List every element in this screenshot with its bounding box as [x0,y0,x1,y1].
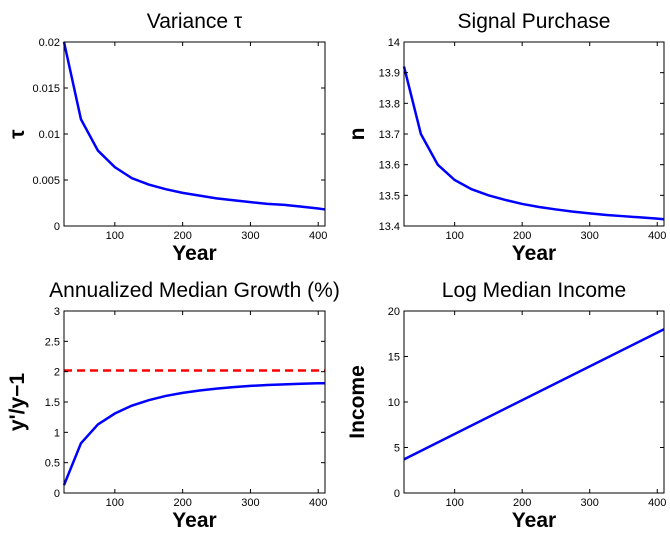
median-income-ytick-label: 20 [388,306,400,318]
signal-purchase-xtick-label: 300 [581,230,599,242]
median-income-xlabel: Year [512,509,556,532]
variance-ytick-label: 0.015 [32,83,60,95]
median-growth-ytick-label: 0 [54,488,60,500]
signal-purchase-ytick-label: 13.5 [379,190,400,202]
variance-axes-box [63,41,326,227]
median-growth-ytick-label: 1 [54,427,60,439]
median-growth-xlabel: Year [172,509,216,532]
signal-purchase-ytick-label: 13.9 [379,68,400,80]
signal-purchase-ytick-label: 13.7 [379,129,400,141]
median-income-title: Log Median Income [442,279,626,302]
median-growth-ytick-label: 0.5 [45,458,60,470]
median-growth-xtick-label: 100 [106,497,124,509]
signal-purchase-ytick-label: 14 [388,37,400,49]
variance-title: Variance τ [147,10,243,33]
signal-purchase-series-line-0 [402,66,665,221]
median-income-ytick-label: 15 [388,352,400,364]
signal-purchase-xtick-label: 200 [513,230,531,242]
variance-xlabel: Year [172,242,216,265]
median-income-ytick-label: 10 [388,397,400,409]
signal-purchase-ytick-label: 13.6 [379,160,400,172]
median-income-ylabel: Income [346,365,369,439]
signal-purchase-title: Signal Purchase [458,10,611,33]
signal-purchase-ytick-label: 13.4 [379,221,400,233]
median-growth-title: Annualized Median Growth (%) [49,279,340,302]
variance-ytick-label: 0.005 [32,175,60,187]
signal-purchase-xtick-label: 100 [445,230,463,242]
median-growth-axes-box [63,310,326,494]
variance-series-line-0 [62,41,326,211]
signal-purchase-panel: 100 200 300 400 13.4 13.5 13.6 13.7 13.8 13.9 14 Si… [346,10,666,265]
variance-panel: 100 200 300 400 0 0.005 0.01 0.015 0.02 Variance … [6,10,327,265]
variance-ytick-label: 0.01 [39,129,60,141]
variance-ylabel: τ [6,129,29,139]
median-growth-ytick-label: 2.5 [45,336,60,348]
median-growth-ytick-label: 1.5 [45,397,60,409]
median-income-panel: 100 200 300 400 0 5 10 15 20 Log Median Income Yea… [346,279,666,532]
signal-purchase-axes-box [403,41,665,227]
median-income-xtick-label: 400 [648,497,666,509]
variance-ytick-label: 0.02 [39,37,60,49]
median-growth-ytick-label: 3 [54,306,60,318]
median-growth-xtick-label: 200 [173,497,191,509]
variance-xtick-label: 300 [241,230,259,242]
variance-xtick-label: 100 [106,230,124,242]
median-income-ytick-label: 5 [394,443,400,455]
variance-xtick-label: 400 [309,230,327,242]
median-growth-ylabel: y'/y−1 [6,373,29,431]
median-growth-xtick-label: 300 [241,497,259,509]
signal-purchase-ylabel: n [346,128,369,141]
median-growth-series-line-0 [62,381,325,486]
median-income-xtick-label: 200 [513,497,531,509]
median-growth-panel: 100 200 300 400 0 0.5 1 1.5 2 2.5 3 Annualized Medi… [6,279,340,532]
variance-ytick-label: 0 [54,221,60,233]
median-income-xtick-label: 100 [445,497,463,509]
median-income-ytick-label: 0 [394,488,400,500]
median-income-series-line-0 [403,328,665,461]
signal-purchase-xlabel: Year [512,242,556,265]
signal-purchase-ytick-label: 13.8 [379,98,400,110]
median-income-axes-box [403,310,665,494]
variance-xtick-label: 200 [173,230,191,242]
median-income-xtick-label: 300 [581,497,599,509]
signal-purchase-xtick-label: 400 [648,230,666,242]
median-growth-ytick-label: 2 [54,367,60,379]
median-growth-xtick-label: 400 [309,497,327,509]
